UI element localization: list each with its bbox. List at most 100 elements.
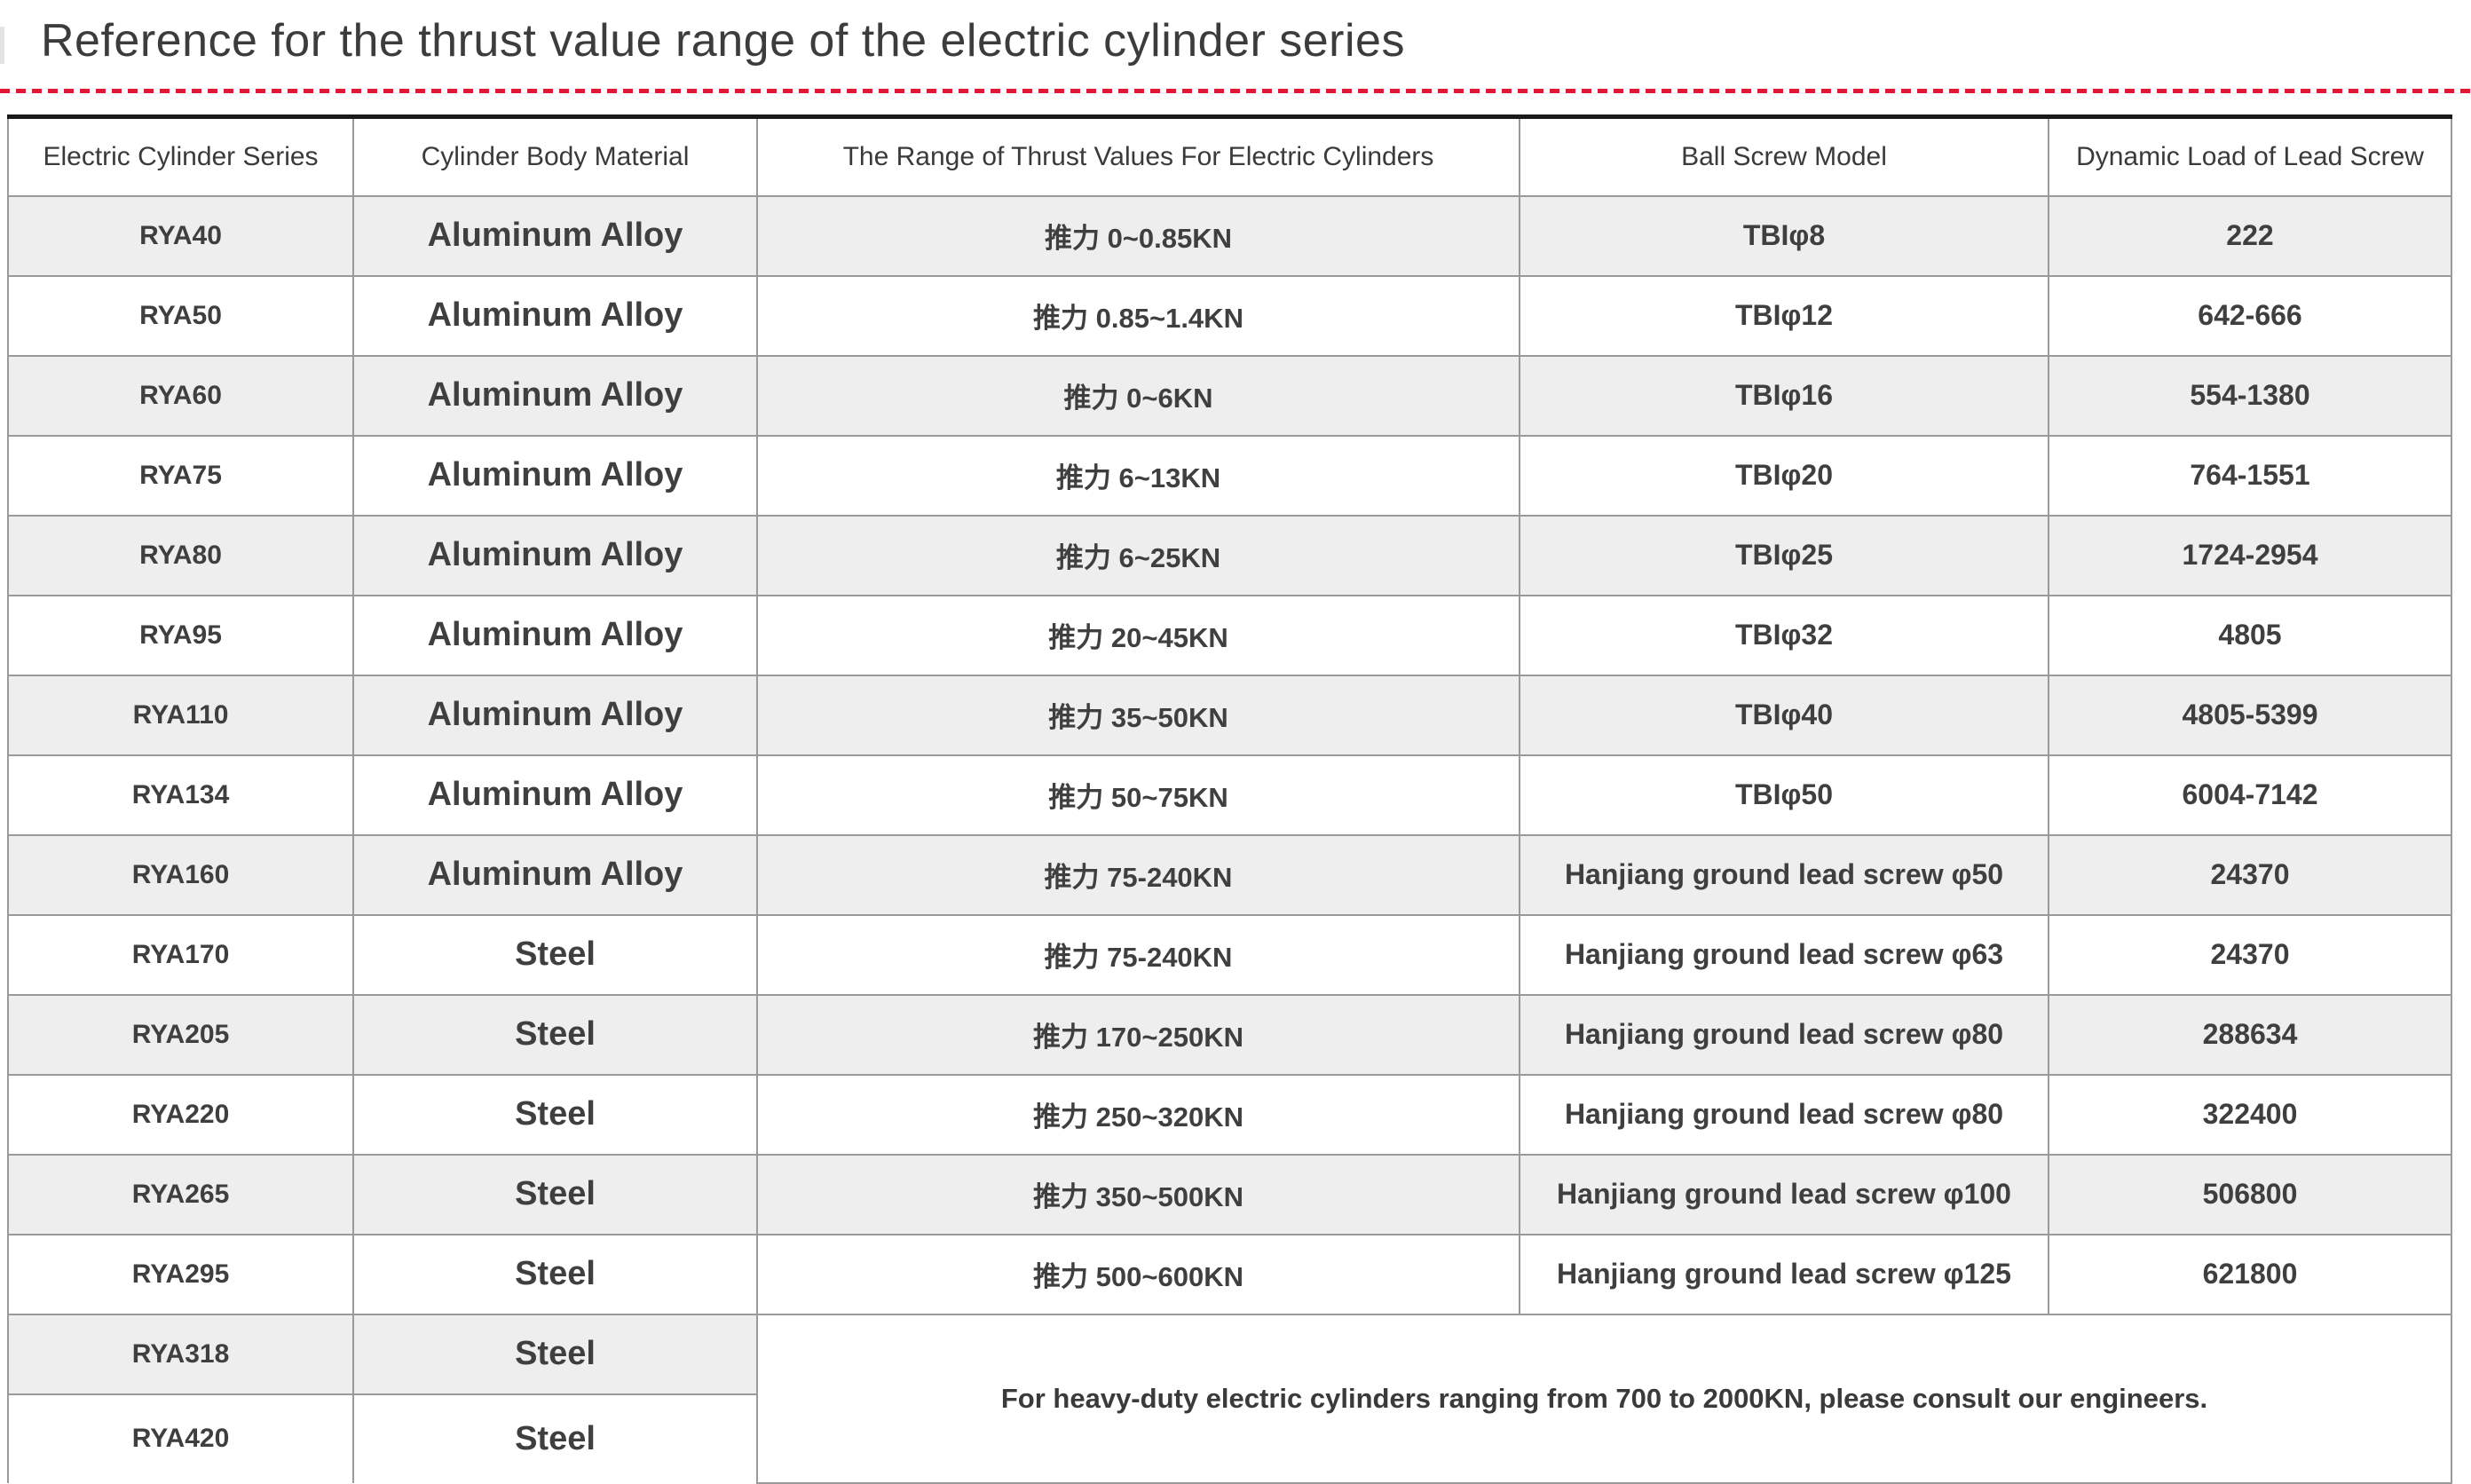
- table-row: RYA50 Aluminum Alloy 推力 0.85~1.4KN TBIφ1…: [7, 275, 2452, 357]
- cell-thrust: 推力 0~6KN: [756, 355, 1520, 437]
- cell-material: Aluminum Alloy: [352, 435, 758, 517]
- red-dashed-divider: [0, 89, 2471, 93]
- cell-series: RYA134: [7, 754, 354, 836]
- cell-screw: TBIφ32: [1519, 595, 2049, 676]
- cell-series: RYA318: [7, 1314, 354, 1395]
- cell-material: Steel: [352, 994, 758, 1076]
- table-row: RYA60 Aluminum Alloy 推力 0~6KN TBIφ16 554…: [7, 355, 2452, 437]
- cell-thrust: 推力 75-240KN: [756, 914, 1520, 996]
- cell-material: Aluminum Alloy: [352, 275, 758, 357]
- cell-material: Aluminum Alloy: [352, 515, 758, 596]
- cell-series: RYA205: [7, 994, 354, 1076]
- cell-material: Steel: [352, 1234, 758, 1315]
- cell-thrust: 推力 0~0.85KN: [756, 195, 1520, 277]
- cell-series: RYA60: [7, 355, 354, 437]
- table-row: RYA134 Aluminum Alloy 推力 50~75KN TBIφ50 …: [7, 754, 2452, 836]
- cell-material: Aluminum Alloy: [352, 675, 758, 756]
- cell-thrust: 推力 6~25KN: [756, 515, 1520, 596]
- cell-load: 4805-5399: [2048, 675, 2452, 756]
- cell-load: 222: [2048, 195, 2452, 277]
- cell-load: 24370: [2048, 914, 2452, 996]
- cell-material: Aluminum Alloy: [352, 754, 758, 836]
- cell-thrust: 推力 50~75KN: [756, 754, 1520, 836]
- column-header-ball-screw: Ball Screw Model: [1519, 116, 2049, 197]
- cell-screw: Hanjiang ground lead screw φ50: [1519, 834, 2049, 916]
- column-header-thrust-range: The Range of Thrust Values For Electric …: [756, 116, 1520, 197]
- cell-thrust: 推力 350~500KN: [756, 1154, 1520, 1235]
- header-row: Electric Cylinder Series Cylinder Body M…: [7, 116, 2452, 197]
- column-header-dynamic-load: Dynamic Load of Lead Screw: [2048, 116, 2452, 197]
- cell-series: RYA95: [7, 595, 354, 676]
- table-row: RYA40 Aluminum Alloy 推力 0~0.85KN TBIφ8 2…: [7, 195, 2452, 277]
- cell-load: 24370: [2048, 834, 2452, 916]
- cell-thrust: 推力 20~45KN: [756, 595, 1520, 676]
- cell-material: Steel: [352, 914, 758, 996]
- cell-screw: TBIφ50: [1519, 754, 2049, 836]
- table-row: RYA160 Aluminum Alloy 推力 75-240KN Hanjia…: [7, 834, 2452, 916]
- cell-material: Aluminum Alloy: [352, 355, 758, 437]
- table-row: RYA110 Aluminum Alloy 推力 35~50KN TBIφ40 …: [7, 675, 2452, 756]
- cell-thrust: 推力 500~600KN: [756, 1234, 1520, 1315]
- cell-thrust: 推力 6~13KN: [756, 435, 1520, 517]
- table-row: RYA170 Steel 推力 75-240KN Hanjiang ground…: [7, 914, 2452, 996]
- cell-thrust: 推力 0.85~1.4KN: [756, 275, 1520, 357]
- cell-screw: Hanjiang ground lead screw φ63: [1519, 914, 2049, 996]
- table-row: RYA318 Steel For heavy-duty electric cyl…: [7, 1314, 2452, 1484]
- cell-material: Steel: [352, 1393, 758, 1483]
- column-header-material: Cylinder Body Material: [352, 116, 758, 197]
- column-header-series: Electric Cylinder Series: [7, 116, 354, 197]
- cell-series: RYA295: [7, 1234, 354, 1315]
- cell-series: RYA50: [7, 275, 354, 357]
- cell-load: 6004-7142: [2048, 754, 2452, 836]
- cell-load: 4805: [2048, 595, 2452, 676]
- cell-series: RYA75: [7, 435, 354, 517]
- cell-screw: TBIφ12: [1519, 275, 2049, 357]
- cell-load: 642-666: [2048, 275, 2452, 357]
- table-row: RYA295 Steel 推力 500~600KN Hanjiang groun…: [7, 1234, 2452, 1315]
- cell-material: Steel: [352, 1314, 758, 1395]
- heavy-duty-note: For heavy-duty electric cylinders rangin…: [756, 1314, 2452, 1484]
- cell-thrust: 推力 75-240KN: [756, 834, 1520, 916]
- cell-load: 288634: [2048, 994, 2452, 1076]
- table-row: RYA75 Aluminum Alloy 推力 6~13KN TBIφ20 76…: [7, 435, 2452, 517]
- table-row: RYA265 Steel 推力 350~500KN Hanjiang groun…: [7, 1154, 2452, 1235]
- cell-material: Aluminum Alloy: [352, 595, 758, 676]
- cell-screw: Hanjiang ground lead screw φ100: [1519, 1154, 2049, 1235]
- cell-load: 554-1380: [2048, 355, 2452, 437]
- cell-load: 322400: [2048, 1074, 2452, 1156]
- clipped-bullet-mark: [0, 27, 4, 64]
- cell-load: 1724-2954: [2048, 515, 2452, 596]
- table-row: RYA95 Aluminum Alloy 推力 20~45KN TBIφ32 4…: [7, 595, 2452, 676]
- table-row: RYA220 Steel 推力 250~320KN Hanjiang groun…: [7, 1074, 2452, 1156]
- table-row: RYA80 Aluminum Alloy 推力 6~25KN TBIφ25 17…: [7, 515, 2452, 596]
- cell-screw: TBIφ8: [1519, 195, 2049, 277]
- cell-screw: Hanjiang ground lead screw φ80: [1519, 1074, 2049, 1156]
- table-row: RYA420 Steel: [7, 1393, 2451, 1483]
- cell-screw: TBIφ25: [1519, 515, 2049, 596]
- cell-material: Aluminum Alloy: [352, 834, 758, 916]
- cell-series: RYA160: [7, 834, 354, 916]
- cell-load: 764-1551: [2048, 435, 2452, 517]
- cell-thrust: 推力 250~320KN: [756, 1074, 1520, 1156]
- cell-series: RYA80: [7, 515, 354, 596]
- cell-series: RYA170: [7, 914, 354, 996]
- cell-screw: TBIφ20: [1519, 435, 2049, 517]
- cell-screw: TBIφ16: [1519, 355, 2049, 437]
- cell-load: 621800: [2048, 1234, 2452, 1315]
- cell-thrust: 推力 170~250KN: [756, 994, 1520, 1076]
- page-title: Reference for the thrust value range of …: [41, 15, 1405, 67]
- cell-screw: Hanjiang ground lead screw φ125: [1519, 1234, 2049, 1315]
- thrust-reference-table: Electric Cylinder Series Cylinder Body M…: [7, 114, 2452, 1484]
- cell-series: RYA220: [7, 1074, 354, 1156]
- cell-load: 506800: [2048, 1154, 2452, 1235]
- cell-material: Aluminum Alloy: [352, 195, 758, 277]
- table-row: RYA205 Steel 推力 170~250KN Hanjiang groun…: [7, 994, 2452, 1076]
- cell-thrust: 推力 35~50KN: [756, 675, 1520, 756]
- cell-material: Steel: [352, 1154, 758, 1235]
- cell-series: RYA420: [7, 1393, 354, 1483]
- cell-screw: TBIφ40: [1519, 675, 2049, 756]
- cell-series: RYA40: [7, 195, 354, 277]
- cell-screw: Hanjiang ground lead screw φ80: [1519, 994, 2049, 1076]
- cell-series: RYA110: [7, 675, 354, 756]
- cell-series: RYA265: [7, 1154, 354, 1235]
